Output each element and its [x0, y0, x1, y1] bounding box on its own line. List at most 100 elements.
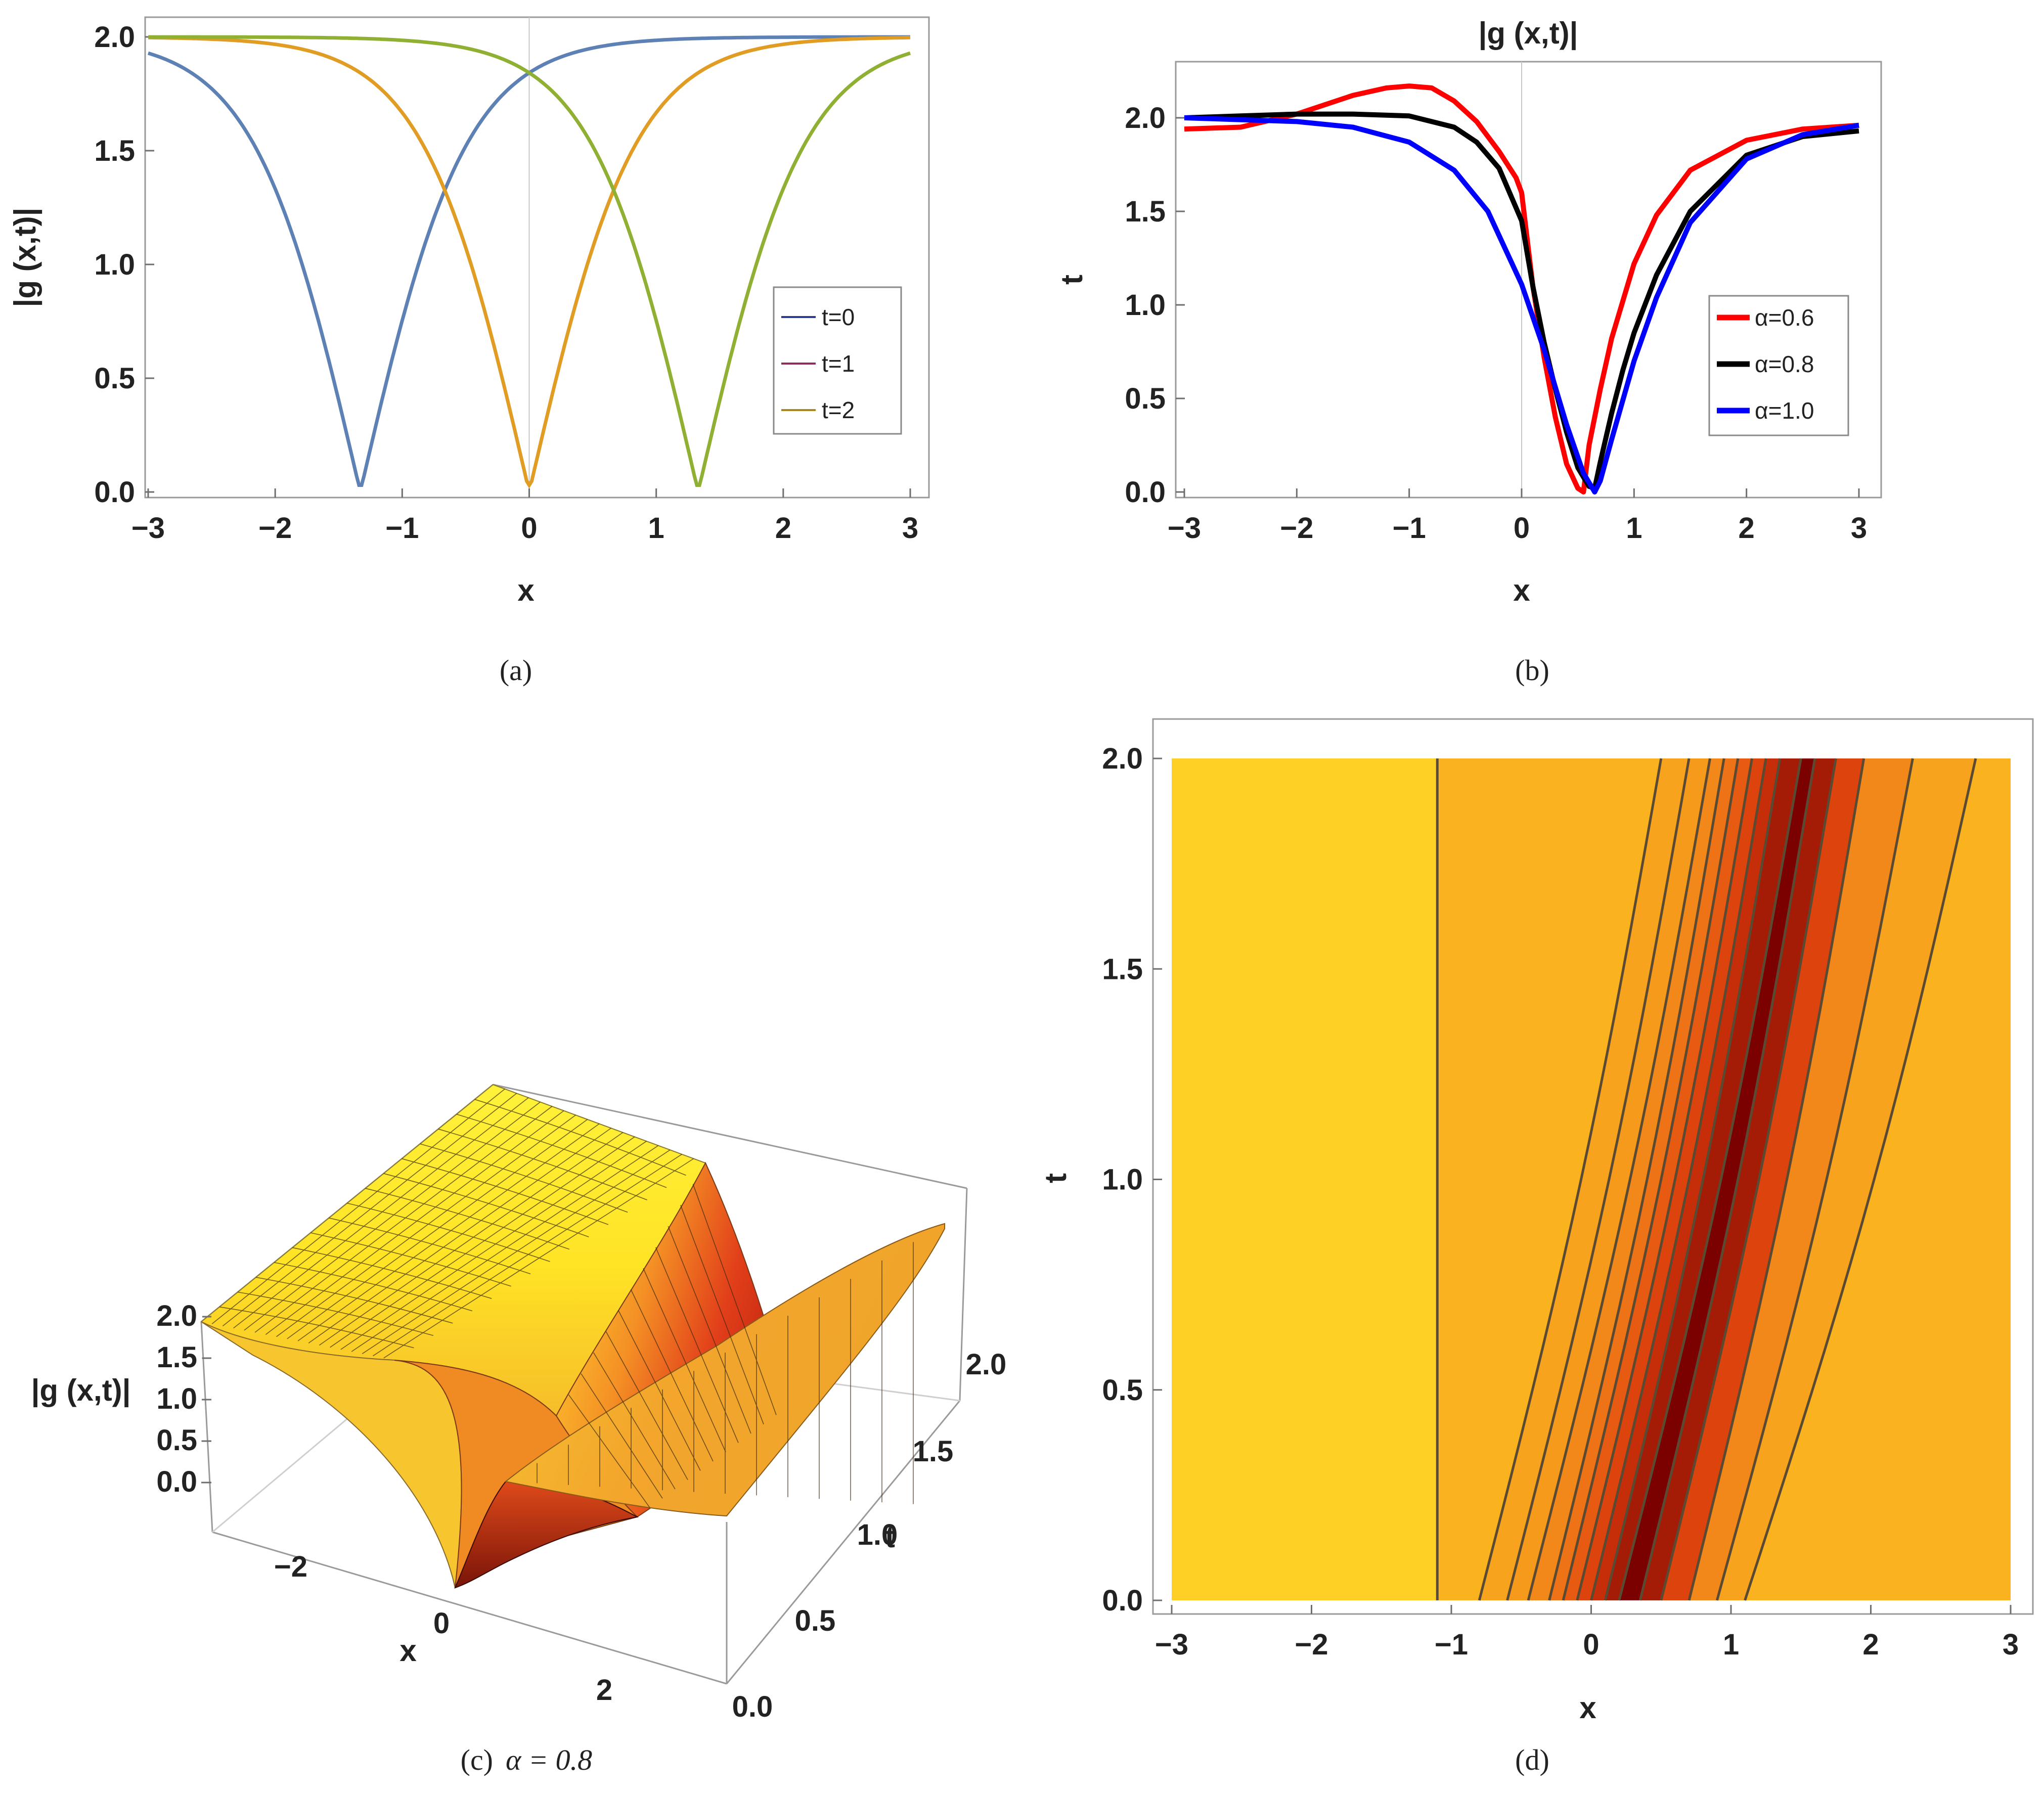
contour-line: [1506, 758, 1691, 1601]
contour-band: [1619, 758, 1815, 1600]
panel-a-frame: [144, 16, 930, 499]
x-tick-label: 3: [2003, 1628, 2019, 1661]
mesh-line: [256, 1277, 453, 1324]
panel-b: −3 −2 −1 0 1 2 3 0.0 0.5 1.0 1.5 2.0 |g (x,t)| x t…: [1055, 16, 1882, 687]
panel-c-surface-pit: [454, 1480, 639, 1589]
contour-band: [1717, 758, 1976, 1600]
contour-line: [1548, 758, 1725, 1601]
contour-line: [1687, 758, 1865, 1601]
x-tick-label: 0: [1514, 512, 1530, 545]
x-tick-label: −1: [1435, 1628, 1468, 1661]
y-tick-label: 1.0: [94, 248, 135, 281]
mesh-line: [292, 1247, 492, 1299]
curve-t-1: [148, 35, 911, 489]
y-tick-label: 0.5: [1125, 382, 1166, 415]
mesh-line: [630, 1289, 714, 1462]
x-tick-label: 1: [1626, 512, 1642, 545]
legend-label: t=0: [822, 304, 855, 330]
legend-label: t=1: [822, 350, 855, 377]
panel-d-xlabel: x: [1579, 1691, 1596, 1725]
contour-band: [1479, 758, 1689, 1600]
mesh-line: [244, 1101, 541, 1331]
panel-b-legend: α=0.6 α=0.8 α=1.0: [1708, 295, 1849, 436]
x-tick-label: −3: [1155, 1628, 1188, 1661]
y-tick-label: 1.5: [1125, 195, 1166, 228]
mesh-line: [402, 1158, 609, 1225]
mesh-line: [219, 1306, 414, 1349]
x-tick-label: 2: [596, 1674, 612, 1707]
mesh-line: [329, 1218, 531, 1275]
panel-d: −3 −2 −1 0 1 2 3 0.0 0.5 1.0 1.5 2.0 x t (d): [1039, 718, 2034, 1776]
mesh-line: [605, 1331, 688, 1481]
contour-band: [1577, 758, 1766, 1600]
legend-label: α=1.0: [1755, 397, 1814, 424]
y-tick-label: 2.0: [94, 21, 135, 54]
panel-a-xlabel: x: [517, 573, 534, 607]
t-tick-label: 1.5: [913, 1435, 954, 1468]
mesh-line: [365, 1188, 570, 1250]
mesh-line: [456, 1113, 667, 1188]
x-tick-label: −3: [1168, 512, 1201, 545]
x-tick-label: 2: [1739, 512, 1755, 545]
panel-c-caption-prefix: (c): [461, 1743, 493, 1776]
panel-c-ylabel: t: [885, 1520, 895, 1554]
mesh-line: [254, 1106, 553, 1333]
mesh-line: [287, 1119, 588, 1339]
mesh-line: [351, 1145, 659, 1352]
x-tick-label: 3: [1851, 512, 1867, 545]
y-tick-label: 1.0: [1125, 289, 1166, 322]
panel-c-box-edge: [200, 1321, 213, 1533]
panel-c-zlabel: |g (x,t)|: [31, 1373, 131, 1408]
y-tick-label: 2.0: [1102, 742, 1143, 775]
mesh-line: [347, 1202, 550, 1262]
contour-line: [1527, 758, 1711, 1601]
mesh-line: [593, 1352, 676, 1490]
contour-line: [1576, 758, 1753, 1601]
panel-a-caption: (a): [500, 654, 532, 687]
contour-line: [1604, 758, 1782, 1601]
panel-b-frame: [1175, 61, 1882, 499]
contour-line: [1478, 758, 1663, 1601]
mesh-line: [618, 1310, 701, 1471]
contour-line: [1590, 758, 1767, 1601]
y-tick-label: 2.0: [1125, 102, 1166, 135]
x-tick-label: −1: [385, 512, 419, 545]
mesh-line: [668, 1226, 751, 1434]
y-tick-label: 1.5: [1102, 953, 1143, 985]
x-tick-label: 1: [648, 512, 664, 545]
mesh-line: [474, 1099, 686, 1176]
mesh-line: [211, 1088, 505, 1324]
x-tick-label: −2: [1280, 512, 1313, 545]
legend-label: α=0.8: [1755, 351, 1814, 377]
panel-d-caption: (d): [1515, 1743, 1549, 1776]
contour-line: [1744, 758, 1977, 1601]
t-tick-label: 0.5: [795, 1604, 836, 1637]
x-tick-label: −2: [258, 512, 292, 545]
mesh-line: [692, 1184, 777, 1415]
mesh-line: [568, 1394, 650, 1508]
mesh-line: [383, 1173, 589, 1238]
mesh-line: [362, 1149, 671, 1355]
contour-line: [1618, 758, 1802, 1601]
contour-band: [1689, 758, 1913, 1600]
mesh-line: [319, 1132, 624, 1346]
panel-b-xlabel: x: [1513, 573, 1530, 607]
mesh-line: [438, 1129, 647, 1200]
y-tick-label: 0.0: [94, 476, 135, 509]
panel-c-caption-alpha: α = 0.8: [506, 1743, 592, 1776]
mesh-line: [276, 1114, 576, 1337]
panel-b-caption: (b): [1515, 654, 1549, 687]
mesh-line: [265, 1110, 564, 1335]
panel-c-box-edge: [493, 1084, 967, 1189]
panel-a: −3 −2 −1 0 1 2 3 0.0 0.5 1.0 1.5 2.0 x |g (x,t)| t…: [8, 16, 930, 687]
mesh-line: [233, 1097, 529, 1329]
y-tick-label: 1.0: [1102, 1163, 1143, 1196]
x-tick-label: 0: [1583, 1628, 1599, 1661]
mesh-line: [222, 1093, 517, 1327]
z-tick-label: 0.0: [156, 1465, 197, 1498]
z-tick-label: 2.0: [156, 1299, 197, 1332]
mesh-line: [383, 1158, 694, 1359]
panel-c-box-edge: [212, 1531, 727, 1685]
t-tick-label: 0.0: [732, 1690, 773, 1723]
panel-b-ylabel: t: [1055, 275, 1089, 285]
